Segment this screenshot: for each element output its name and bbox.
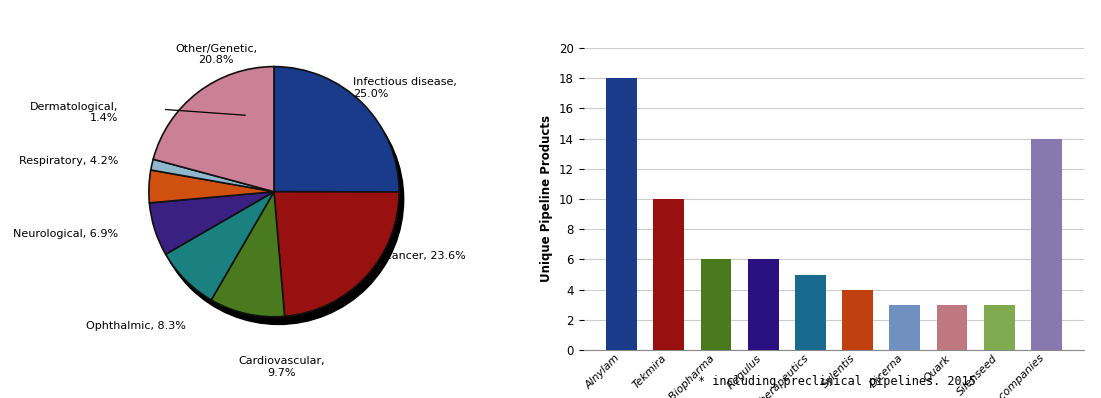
- Bar: [1031, 139, 1061, 350]
- Text: Other/Genetic,
20.8%: Other/Genetic, 20.8%: [175, 44, 257, 65]
- Wedge shape: [165, 192, 274, 300]
- Wedge shape: [150, 192, 274, 254]
- Bar: [984, 305, 1014, 350]
- Wedge shape: [151, 159, 274, 192]
- Bar: [937, 305, 968, 350]
- Bar: [748, 259, 778, 350]
- Text: * including preclinical pipelines. 2015: * including preclinical pipelines. 2015: [698, 375, 975, 388]
- Text: Dermatological,
1.4%: Dermatological, 1.4%: [30, 101, 119, 123]
- Text: Cancer, 23.6%: Cancer, 23.6%: [384, 251, 466, 261]
- Bar: [795, 275, 826, 350]
- Wedge shape: [211, 192, 284, 317]
- Wedge shape: [149, 170, 274, 203]
- Bar: [842, 290, 873, 350]
- Text: Neurological, 6.9%: Neurological, 6.9%: [13, 229, 119, 240]
- Wedge shape: [274, 192, 399, 316]
- Bar: [654, 199, 684, 350]
- Text: Respiratory, 4.2%: Respiratory, 4.2%: [19, 156, 119, 166]
- Text: Ophthalmic, 8.3%: Ophthalmic, 8.3%: [86, 321, 185, 331]
- Bar: [700, 259, 731, 350]
- Wedge shape: [153, 66, 274, 192]
- Wedge shape: [274, 66, 399, 192]
- Bar: [607, 78, 637, 350]
- Text: Infectious disease,
25.0%: Infectious disease, 25.0%: [353, 77, 457, 99]
- Bar: [890, 305, 920, 350]
- Y-axis label: Unique Pipeline Products: Unique Pipeline Products: [541, 115, 553, 283]
- Circle shape: [153, 74, 404, 324]
- Text: Cardiovascular,
9.7%: Cardiovascular, 9.7%: [238, 356, 325, 378]
